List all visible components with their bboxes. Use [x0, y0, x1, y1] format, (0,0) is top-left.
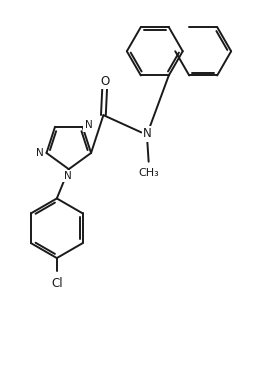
Text: N: N	[143, 127, 152, 140]
Text: Cl: Cl	[51, 277, 63, 290]
Text: N: N	[64, 171, 71, 181]
Text: N: N	[84, 120, 92, 131]
Text: O: O	[100, 75, 109, 88]
Text: CH₃: CH₃	[138, 168, 159, 178]
Text: N: N	[36, 148, 44, 158]
